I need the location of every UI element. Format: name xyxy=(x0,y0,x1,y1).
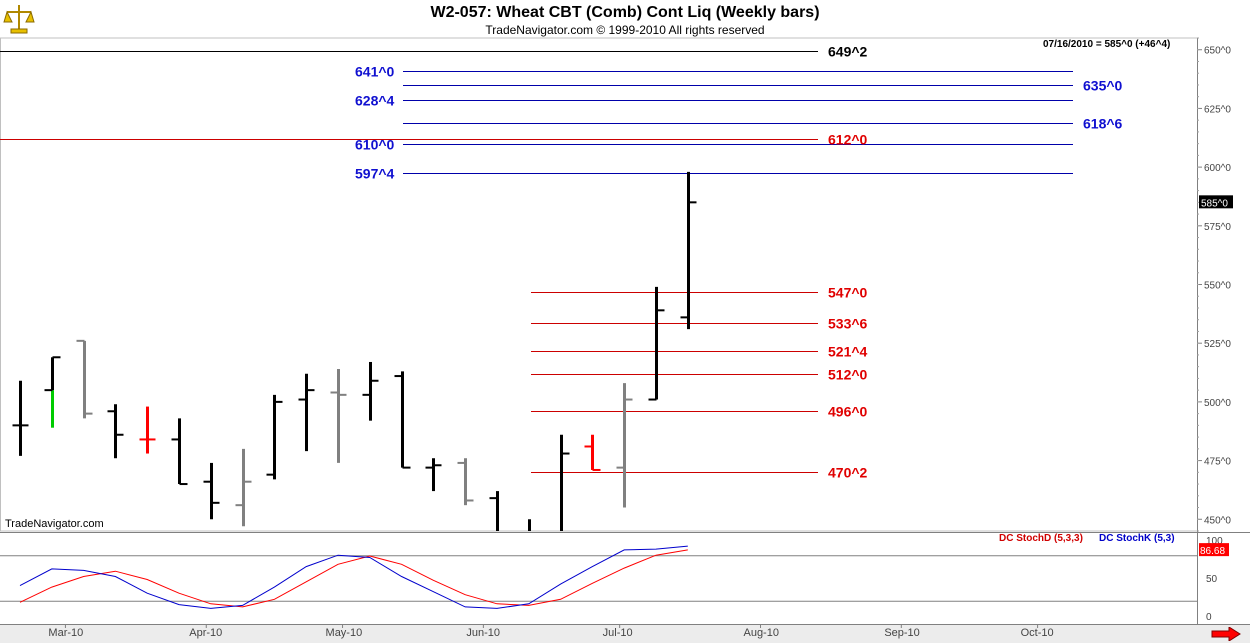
last-price-box xyxy=(1199,195,1233,209)
price-tick-label: 575^0 xyxy=(1204,222,1231,233)
ohlc-bar xyxy=(457,458,474,506)
ohlc-bar xyxy=(330,369,347,463)
ohlc-bar xyxy=(171,418,188,486)
stoch-k-line xyxy=(19,545,688,609)
ohlc-bar xyxy=(44,356,61,428)
time-tick-label: Apr-10 xyxy=(189,627,222,639)
stoch-tick-label: 100 xyxy=(1206,536,1223,547)
ohlc-bar xyxy=(12,380,29,456)
ohlc-bar xyxy=(362,361,379,421)
chart-title: W2-057: Wheat CBT (Comb) Cont Liq (Weekl… xyxy=(430,4,820,21)
ohlc-bar xyxy=(528,519,531,531)
ohlc-bar xyxy=(425,458,442,492)
ohlc-bar xyxy=(648,286,665,401)
bars-group xyxy=(12,171,697,531)
watermark-label: TradeNavigator.com xyxy=(5,518,104,530)
level-label: 547^0 xyxy=(828,285,868,301)
stoch-d-line xyxy=(19,549,688,608)
price-tick-label: 625^0 xyxy=(1204,104,1231,115)
chart-subtitle: TradeNavigator.com © 1999-2010 All right… xyxy=(485,23,765,37)
ohlc-bar xyxy=(560,434,570,531)
ohlc-bar xyxy=(76,339,93,419)
ohlc-bar xyxy=(489,491,499,531)
price-tick-label: 550^0 xyxy=(1204,281,1231,292)
level-label: 470^2 xyxy=(828,465,868,481)
time-tick-label: Jun-10 xyxy=(466,627,500,639)
ohlc-bar xyxy=(616,383,633,508)
last-price-status: 07/16/2010 = 585^0 (+46^4) xyxy=(1043,39,1171,50)
price-tick-label: 500^0 xyxy=(1204,398,1231,409)
level-label: 597^4 xyxy=(355,166,395,182)
price-tick-label: 525^0 xyxy=(1204,339,1231,350)
level-label: 496^0 xyxy=(828,404,868,420)
ohlc-bar xyxy=(584,434,601,471)
time-tick-label: May-10 xyxy=(326,627,363,639)
levels-group xyxy=(0,51,1073,473)
level-label: 649^2 xyxy=(828,44,868,60)
stoch-k-legend: DC StochK (5,3) xyxy=(1099,533,1175,544)
time-tick-label: Jul-10 xyxy=(603,627,633,639)
level-label: 612^0 xyxy=(828,132,868,148)
level-label: 533^6 xyxy=(828,316,868,332)
level-label: 512^0 xyxy=(828,367,868,383)
time-tick-label: Sep-10 xyxy=(884,627,919,639)
price-tick-label: 450^0 xyxy=(1204,515,1231,526)
trade-navigator-logo-icon xyxy=(2,2,36,36)
level-label: 521^4 xyxy=(828,344,868,360)
last-price-label: 585^0 xyxy=(1201,198,1228,209)
level-label: 635^0 xyxy=(1083,78,1123,94)
ohlc-bar xyxy=(107,404,124,459)
level-label: 641^0 xyxy=(355,64,395,80)
stoch-tick-label: 0 xyxy=(1206,612,1212,623)
ohlc-bar xyxy=(266,394,283,480)
time-axis-bg xyxy=(0,625,1250,643)
price-tick-label: 650^0 xyxy=(1204,46,1231,57)
ohlc-bar xyxy=(298,373,315,452)
scroll-right-arrow-icon[interactable] xyxy=(1211,627,1241,641)
time-tick-label: Aug-10 xyxy=(743,627,778,639)
ohlc-bar xyxy=(680,171,697,330)
stoch-last-box xyxy=(1199,543,1229,557)
time-tick-label: Oct-10 xyxy=(1021,627,1054,639)
level-label: 628^4 xyxy=(355,93,395,109)
level-label: 618^6 xyxy=(1083,116,1123,132)
ohlc-bar xyxy=(203,462,220,520)
ohlc-bar xyxy=(235,448,252,527)
stoch-last-label: 86.68 xyxy=(1200,546,1225,557)
ohlc-bar xyxy=(394,371,411,469)
level-label: 610^0 xyxy=(355,137,395,153)
stoch-tick-label: 50 xyxy=(1206,574,1218,585)
price-tick-label: 475^0 xyxy=(1204,457,1231,468)
price-tick-label: 600^0 xyxy=(1204,163,1231,174)
stoch-d-legend: DC StochD (5,3,3) xyxy=(999,533,1083,544)
time-tick-label: Mar-10 xyxy=(48,627,83,639)
ohlc-bar xyxy=(139,406,156,454)
